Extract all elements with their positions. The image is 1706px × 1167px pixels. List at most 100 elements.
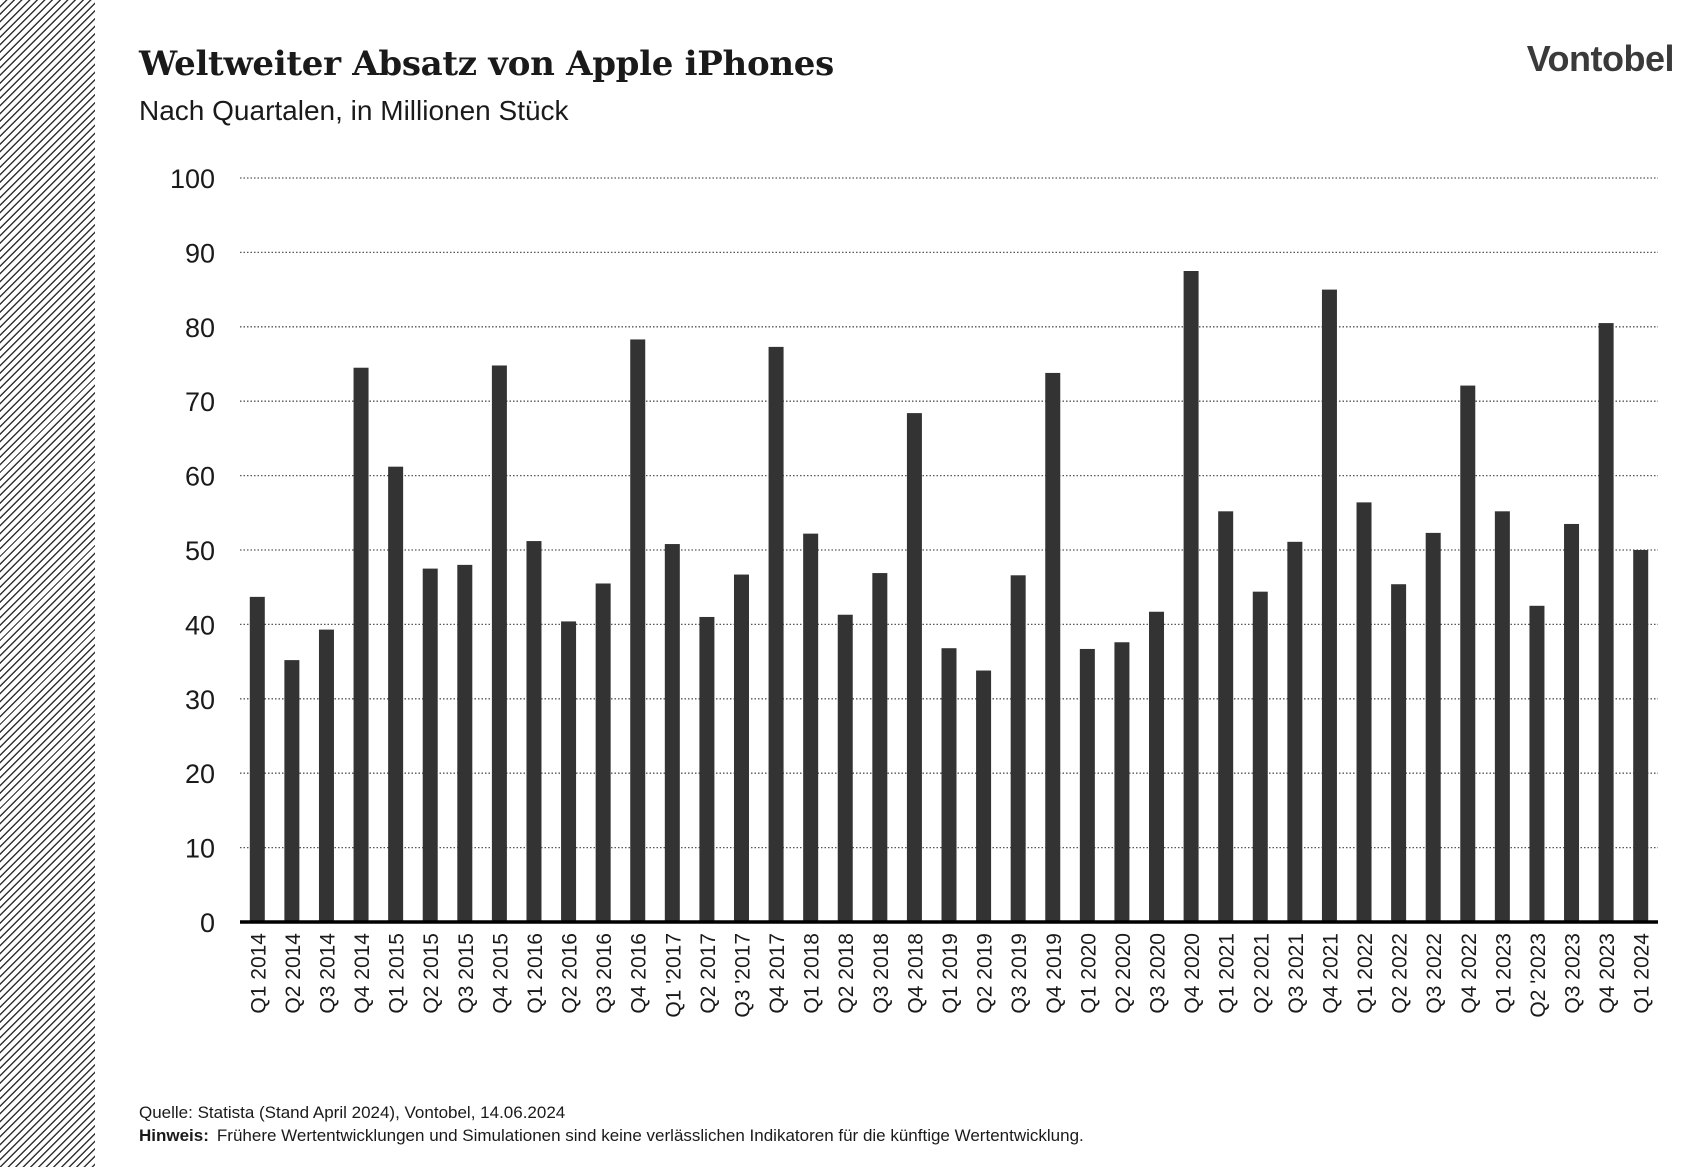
bar bbox=[1356, 502, 1372, 922]
bar bbox=[837, 614, 853, 922]
bar bbox=[526, 541, 542, 922]
y-tick-label: 50 bbox=[185, 536, 215, 566]
bar bbox=[768, 346, 784, 922]
x-tick-label: Q3 2020 bbox=[1147, 933, 1170, 1014]
bar bbox=[422, 568, 438, 922]
bar bbox=[561, 621, 577, 922]
bar bbox=[595, 583, 611, 922]
x-tick-label: Q4 2022 bbox=[1458, 933, 1481, 1014]
x-tick-label: Q3 2022 bbox=[1423, 933, 1446, 1014]
x-tick-label: Q1 2016 bbox=[524, 933, 547, 1014]
bar bbox=[1114, 642, 1130, 922]
bar bbox=[1183, 271, 1199, 922]
bar bbox=[1598, 323, 1614, 923]
x-tick-label: Q4 2018 bbox=[904, 933, 927, 1014]
bar bbox=[1010, 575, 1026, 922]
x-tick-label: Q1 2019 bbox=[939, 933, 962, 1014]
bar bbox=[1045, 372, 1061, 923]
bar bbox=[630, 339, 646, 922]
bar bbox=[353, 367, 369, 923]
x-tick-label: Q1 '2017 bbox=[662, 933, 685, 1018]
x-tick-label: Q4 2020 bbox=[1181, 933, 1204, 1014]
hatched-side-band bbox=[0, 0, 95, 1167]
bar bbox=[1529, 605, 1545, 922]
x-tick-label: Q3 2015 bbox=[455, 933, 478, 1014]
bar bbox=[1564, 523, 1580, 922]
x-tick-label: Q2 2020 bbox=[1112, 933, 1135, 1014]
x-tick-label: Q1 2022 bbox=[1354, 933, 1377, 1014]
x-tick-label: Q4 2015 bbox=[489, 933, 512, 1014]
bar bbox=[664, 544, 680, 922]
bar bbox=[1633, 550, 1649, 922]
y-tick-label: 10 bbox=[185, 834, 215, 864]
chart-title: Weltweiter Absatz von Apple iPhones bbox=[139, 44, 834, 84]
hint-text: Frühere Wertentwicklungen und Simulation… bbox=[216, 1126, 1084, 1145]
x-tick-label: Q4 2021 bbox=[1319, 933, 1342, 1014]
x-tick-label: Q2 2018 bbox=[835, 933, 858, 1014]
y-tick-label: 0 bbox=[200, 908, 215, 938]
y-tick-label: 70 bbox=[185, 387, 215, 417]
bar bbox=[1218, 511, 1234, 922]
x-tick-label: Q4 2019 bbox=[1043, 933, 1066, 1014]
y-tick-label: 40 bbox=[185, 610, 215, 640]
bar bbox=[872, 573, 888, 922]
x-tick-label: Q2 2022 bbox=[1389, 933, 1412, 1014]
bar bbox=[1149, 611, 1165, 922]
bar bbox=[976, 670, 992, 922]
bar bbox=[457, 564, 473, 922]
bar bbox=[491, 365, 507, 922]
x-tick-label: Q4 2016 bbox=[628, 933, 651, 1014]
bar bbox=[1287, 541, 1303, 922]
bar bbox=[733, 574, 749, 922]
bar bbox=[906, 413, 922, 922]
footer: Quelle: Statista (Stand April 2024), Von… bbox=[139, 1101, 1084, 1147]
bar bbox=[803, 533, 819, 922]
vontobel-logo: Vontobel bbox=[1526, 38, 1675, 79]
x-tick-label: Q3 2023 bbox=[1562, 933, 1585, 1014]
bar bbox=[1252, 591, 1268, 922]
chart-subtitle: Nach Quartalen, in Millionen Stück bbox=[139, 95, 569, 126]
hint-label: Hinweis: bbox=[139, 1126, 209, 1145]
x-tick-label: Q2 '2023 bbox=[1527, 933, 1550, 1018]
y-tick-label: 60 bbox=[185, 462, 215, 492]
bar bbox=[1460, 385, 1476, 922]
bar bbox=[388, 466, 404, 922]
bar bbox=[699, 616, 715, 922]
x-tick-label: Q2 2015 bbox=[420, 933, 443, 1014]
x-tick-label: Q1 2014 bbox=[247, 933, 270, 1014]
y-tick-label: 30 bbox=[185, 685, 215, 715]
bar bbox=[1321, 289, 1337, 923]
x-tick-label: Q4 2017 bbox=[766, 933, 789, 1014]
x-tick-label: Q4 2014 bbox=[351, 933, 374, 1014]
bar bbox=[1391, 584, 1407, 922]
bar bbox=[941, 648, 957, 922]
x-tick-label: Q2 2014 bbox=[282, 933, 305, 1014]
bar bbox=[1079, 648, 1095, 922]
y-tick-label: 100 bbox=[170, 164, 215, 194]
bar bbox=[1494, 511, 1510, 922]
hint-note: Hinweis: Frühere Wertentwicklungen und Si… bbox=[139, 1124, 1084, 1147]
y-tick-label: 20 bbox=[185, 759, 215, 789]
x-tick-label: Q4 2023 bbox=[1596, 933, 1619, 1014]
x-tick-label: Q2 2019 bbox=[974, 933, 997, 1014]
x-tick-label: Q3 2021 bbox=[1285, 933, 1308, 1014]
x-tick-label: Q3 2014 bbox=[316, 933, 339, 1014]
x-tick-label: Q2 2016 bbox=[559, 933, 582, 1014]
x-tick-label: Q3 2019 bbox=[1008, 933, 1031, 1014]
source-note: Quelle: Statista (Stand April 2024), Von… bbox=[139, 1103, 566, 1122]
y-tick-label: 80 bbox=[185, 313, 215, 343]
bar bbox=[318, 629, 334, 922]
bar bbox=[249, 596, 265, 922]
x-tick-label: Q3 2018 bbox=[870, 933, 893, 1014]
x-tick-label: Q1 2024 bbox=[1631, 933, 1654, 1014]
y-tick-label: 90 bbox=[185, 238, 215, 268]
x-tick-label: Q2 2021 bbox=[1250, 933, 1273, 1014]
x-tick-label: Q2 2017 bbox=[697, 933, 720, 1014]
bar bbox=[1425, 532, 1441, 922]
x-tick-label: Q3 2016 bbox=[593, 933, 616, 1014]
x-tick-label: Q1 2015 bbox=[386, 933, 409, 1014]
x-tick-label: Q1 2021 bbox=[1216, 933, 1239, 1014]
x-tick-label: Q3 '2017 bbox=[731, 933, 754, 1018]
x-tick-label: Q1 2020 bbox=[1077, 933, 1100, 1014]
